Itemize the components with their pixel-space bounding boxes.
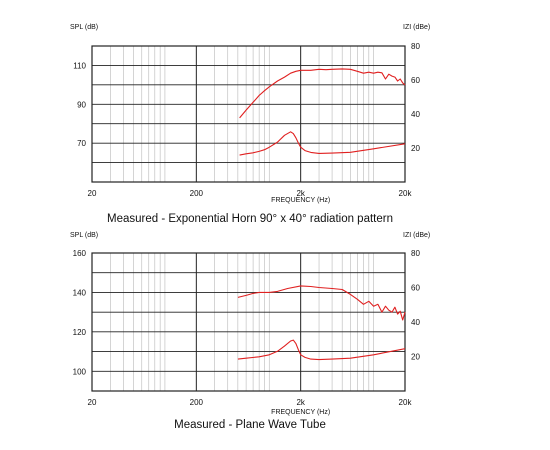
y-tick-label: 70: [77, 139, 86, 148]
x-tick-label: 2k: [296, 189, 305, 198]
plot-frame: [91, 252, 406, 392]
y-tick-label: 100: [73, 367, 87, 376]
y-tick-label: 90: [77, 100, 86, 109]
x-tick-label: 20: [88, 189, 97, 198]
grid-lines: [92, 46, 405, 182]
impedance-curve: [239, 131, 406, 156]
y-right-tick-label: 80: [411, 42, 420, 51]
impedance-curve: [237, 339, 406, 361]
spl-curve: [239, 68, 406, 119]
plot-area: [92, 253, 405, 391]
y-right-tick-label: 60: [411, 76, 420, 85]
y-right-tick-label: 40: [411, 110, 420, 119]
x-tick-label: 200: [190, 189, 204, 198]
chart-caption: Measured - Plane Wave Tube: [174, 419, 326, 431]
horn-response-chart: 70 90 110 20 40 60 80 20 200 2k 20k SPL (dB) IZI (dB…: [70, 24, 430, 225]
y-axis-label: SPL (dB): [70, 24, 98, 31]
y-tick-label: 120: [73, 328, 87, 337]
x-axis-label: FREQUENCY (Hz): [271, 197, 330, 204]
y-tick-label: 140: [73, 288, 87, 297]
chart-caption: Measured - Exponential Horn 90° x 40° ra…: [107, 213, 393, 225]
y-right-axis-label: IZI (dBe): [403, 232, 430, 239]
y-axis-label: SPL (dB): [70, 232, 98, 239]
y-right-tick-label: 60: [411, 284, 420, 293]
x-tick-label: 20k: [399, 398, 413, 407]
x-tick-label: 20k: [399, 189, 413, 198]
y-right-tick-label: 20: [411, 353, 420, 362]
y-right-tick-label: 40: [411, 318, 420, 327]
plot-frame: [91, 45, 406, 183]
spl-curve: [237, 285, 406, 321]
x-tick-label: 200: [190, 398, 204, 407]
grid-lines: [92, 253, 405, 391]
y-right-tick-label: 20: [411, 144, 420, 153]
plot-area: [92, 46, 405, 182]
y-tick-label: 160: [73, 249, 87, 258]
x-axis-label: FREQUENCY (Hz): [271, 409, 330, 416]
x-tick-label: 2k: [296, 398, 305, 407]
y-tick-label: 110: [73, 61, 86, 70]
x-tick-label: 20: [88, 398, 97, 407]
y-right-axis-label: IZI (dBe): [403, 24, 430, 31]
y-right-tick-label: 80: [411, 249, 420, 258]
plane-wave-tube-chart: 100 120 140 160 20 40 60 80 20 200 2k 20k SPL (dB) IZ…: [70, 232, 430, 431]
